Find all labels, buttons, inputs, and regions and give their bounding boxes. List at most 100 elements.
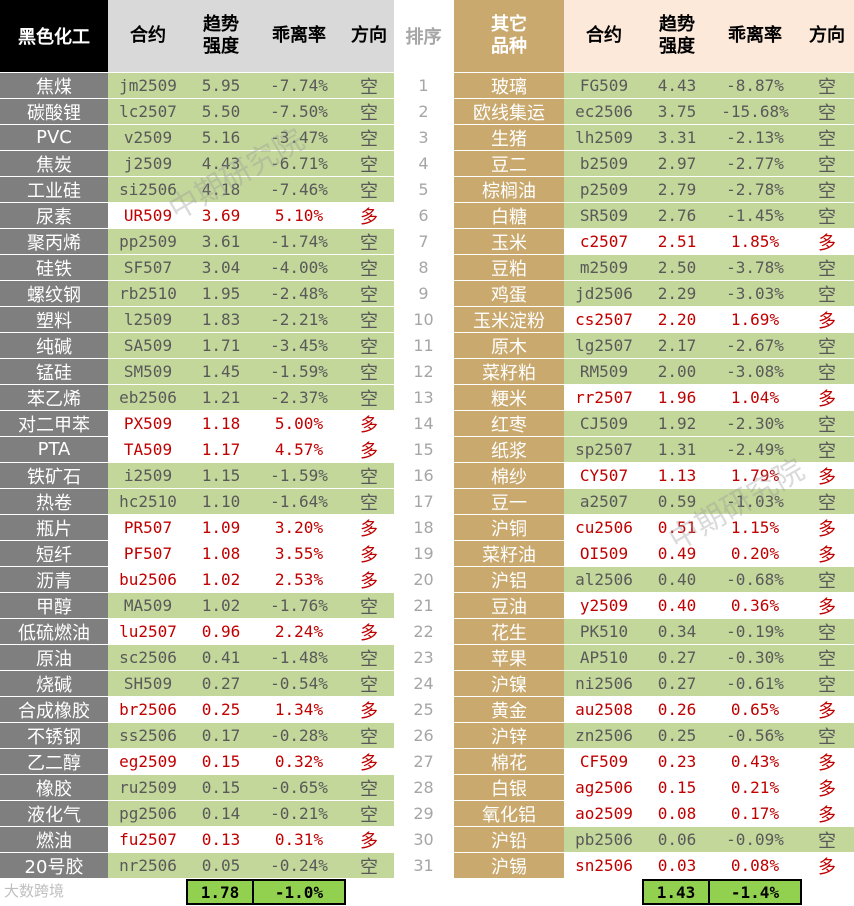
right-row-name: 白银 [454, 775, 564, 800]
logo-text: 大数跨境 [4, 882, 65, 900]
left-row-direction: 多 [344, 411, 394, 436]
left-row-deviation: -4.00% [254, 255, 344, 280]
left-row-name: 热卷 [0, 489, 108, 514]
rank-cell: 30 [395, 827, 452, 852]
left-row-contract: PX509 [108, 411, 188, 436]
left-row-direction: 空 [344, 73, 394, 98]
right-row-name: 沪锌 [454, 723, 564, 748]
right-row-contract: y2509 [564, 593, 644, 618]
right-row-deviation: 1.79% [710, 463, 800, 488]
right-row-strength: 4.43 [644, 73, 710, 98]
rank-cell: 29 [395, 801, 452, 826]
left-row-strength: 1.21 [188, 385, 254, 410]
rank-cell: 7 [395, 229, 452, 254]
left-row-deviation: -1.59% [254, 463, 344, 488]
right-row-contract: pb2506 [564, 827, 644, 852]
right-row-deviation: 0.36% [710, 593, 800, 618]
left-header-contract: 合约 [108, 0, 188, 72]
left-row-strength: 0.17 [188, 723, 254, 748]
right-row-strength: 0.03 [644, 853, 710, 878]
right-row-deviation: -1.03% [710, 489, 800, 514]
right-row-strength: 1.96 [644, 385, 710, 410]
right-row-strength: 2.50 [644, 255, 710, 280]
left-row-contract: lu2507 [108, 619, 188, 644]
right-row-strength: 0.59 [644, 489, 710, 514]
rank-cell: 12 [395, 359, 452, 384]
rank-cell: 10 [395, 307, 452, 332]
right-row-deviation: 1.04% [710, 385, 800, 410]
right-row-deviation: 0.20% [710, 541, 800, 566]
right-row-contract: sn2506 [564, 853, 644, 878]
right-row-strength: 2.79 [644, 177, 710, 202]
right-row-strength: 2.00 [644, 359, 710, 384]
rank-cell: 24 [395, 671, 452, 696]
left-row-strength: 0.14 [188, 801, 254, 826]
left-row-contract: pg2506 [108, 801, 188, 826]
right-row-direction: 空 [800, 671, 854, 696]
right-row-strength: 1.31 [644, 437, 710, 462]
right-row-name: 沪铅 [454, 827, 564, 852]
right-row-name: 豆一 [454, 489, 564, 514]
right-row-strength: 2.17 [644, 333, 710, 358]
right-row-contract: OI509 [564, 541, 644, 566]
right-row-direction: 多 [800, 541, 854, 566]
right-row-deviation: -3.08% [710, 359, 800, 384]
rank-cell: 17 [395, 489, 452, 514]
right-row-name: 棉纱 [454, 463, 564, 488]
right-row-direction: 空 [800, 73, 854, 98]
left-row-deviation: -0.21% [254, 801, 344, 826]
right-row-contract: b2509 [564, 151, 644, 176]
left-row-strength: 1.09 [188, 515, 254, 540]
right-row-name: 氧化铝 [454, 801, 564, 826]
rank-cell: 20 [395, 567, 452, 592]
right-row-strength: 0.15 [644, 775, 710, 800]
left-row-deviation: -2.48% [254, 281, 344, 306]
left-row-deviation: 1.34% [254, 697, 344, 722]
right-row-name: 粳米 [454, 385, 564, 410]
left-row-contract: eg2509 [108, 749, 188, 774]
left-row-name: 烧碱 [0, 671, 108, 696]
right-row-strength: 0.27 [644, 671, 710, 696]
right-row-strength: 0.25 [644, 723, 710, 748]
left-row-strength: 0.41 [188, 645, 254, 670]
right-row-strength: 1.13 [644, 463, 710, 488]
left-row-name: 乙二醇 [0, 749, 108, 774]
left-row-strength: 1.02 [188, 593, 254, 618]
right-row-contract: ni2506 [564, 671, 644, 696]
right-row-name: 原木 [454, 333, 564, 358]
right-row-deviation: -3.03% [710, 281, 800, 306]
right-row-contract: jd2506 [564, 281, 644, 306]
right-row-deviation: -3.78% [710, 255, 800, 280]
left-row-direction: 空 [344, 593, 394, 618]
left-row-name: 螺纹钢 [0, 281, 108, 306]
right-row-direction: 空 [800, 177, 854, 202]
left-row-deviation: -0.28% [254, 723, 344, 748]
right-row-strength: 1.92 [644, 411, 710, 436]
right-row-direction: 空 [800, 281, 854, 306]
left-row-direction: 空 [344, 723, 394, 748]
left-row-contract: UR509 [108, 203, 188, 228]
right-row-contract: ao2509 [564, 801, 644, 826]
right-row-deviation: 0.08% [710, 853, 800, 878]
left-row-contract: j2509 [108, 151, 188, 176]
left-row-strength: 5.16 [188, 125, 254, 150]
right-row-name: 沪铜 [454, 515, 564, 540]
right-row-direction: 多 [800, 515, 854, 540]
right-row-name: 棉花 [454, 749, 564, 774]
right-row-direction: 空 [800, 827, 854, 852]
right-row-direction: 多 [800, 385, 854, 410]
left-row-deviation: 5.00% [254, 411, 344, 436]
left-row-strength: 0.15 [188, 775, 254, 800]
right-row-direction: 空 [800, 489, 854, 514]
right-row-name: 沪锡 [454, 853, 564, 878]
rank-cell: 6 [395, 203, 452, 228]
right-row-deviation: -0.30% [710, 645, 800, 670]
right-header-deviation: 乖离率 [710, 0, 800, 72]
left-row-strength: 0.13 [188, 827, 254, 852]
left-row-name: 硅铁 [0, 255, 108, 280]
right-row-deviation: -2.77% [710, 151, 800, 176]
left-row-deviation: 0.32% [254, 749, 344, 774]
left-row-deviation: -3.47% [254, 125, 344, 150]
right-row-contract: cs2507 [564, 307, 644, 332]
left-row-direction: 多 [344, 749, 394, 774]
